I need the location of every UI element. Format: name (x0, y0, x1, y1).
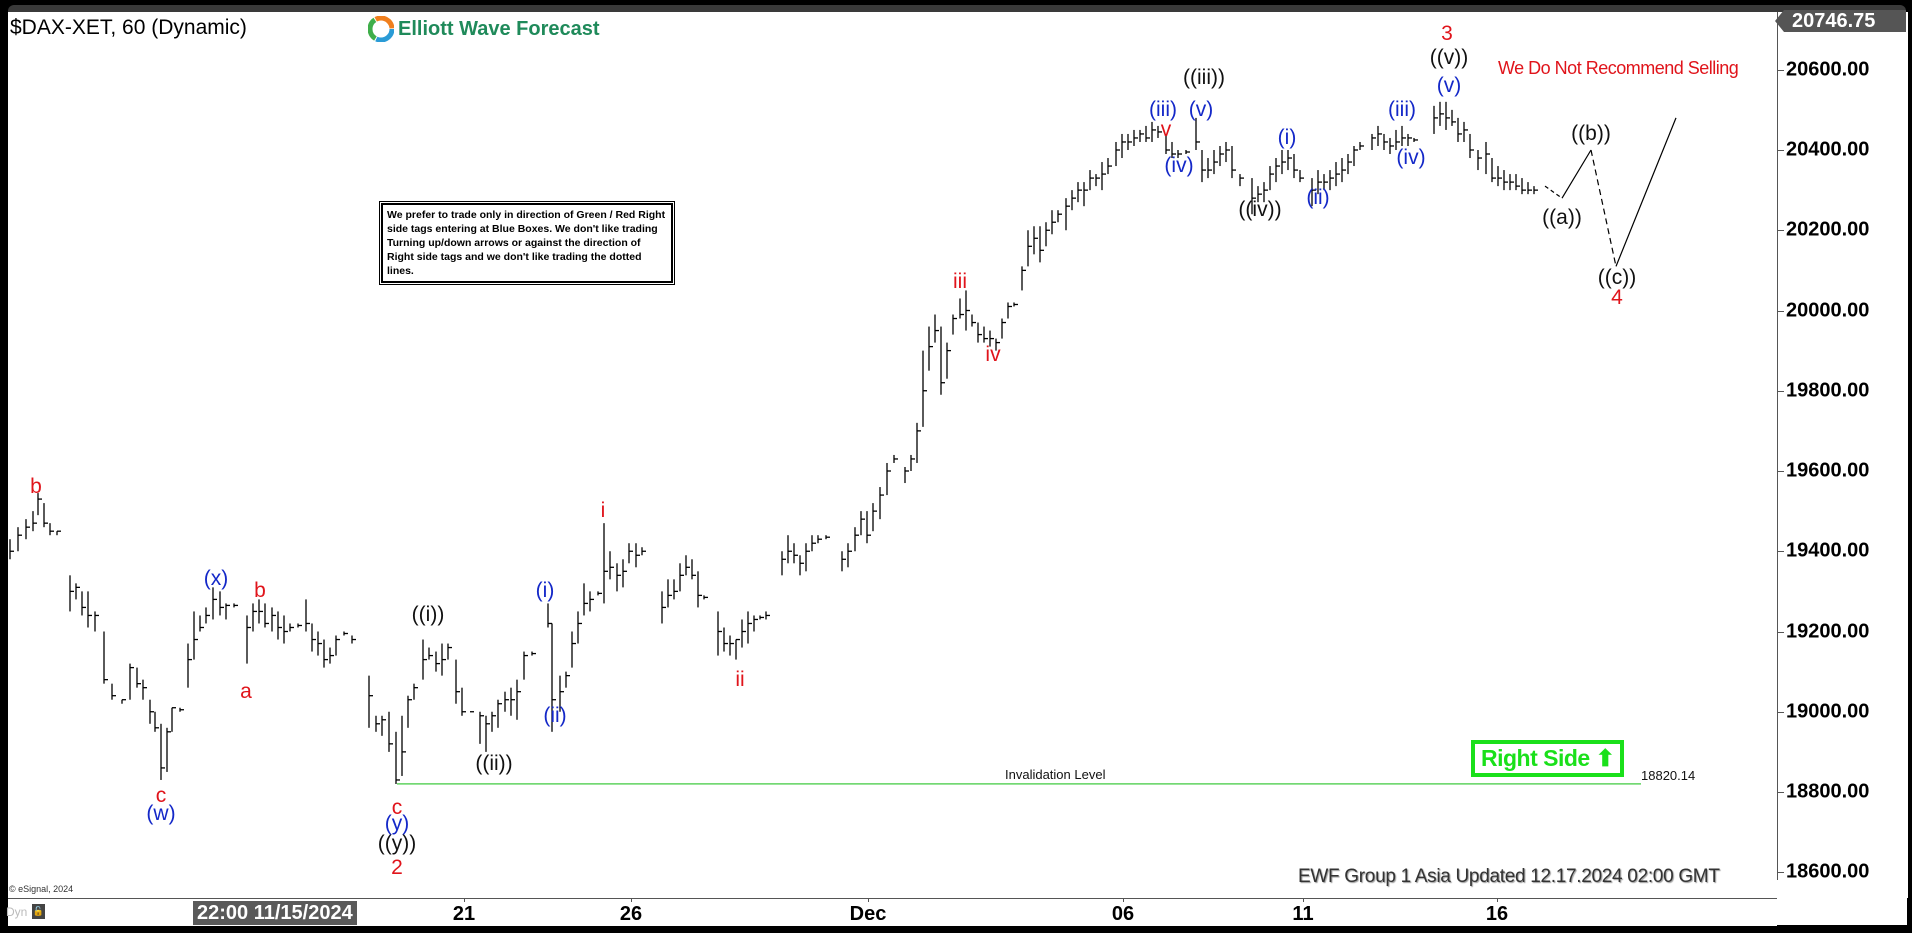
elliott-wave-logo-icon (368, 16, 394, 42)
wave-label: ((iv)) (1238, 198, 1282, 222)
wave-label: ((v)) (1429, 45, 1469, 69)
wave-label: iv (985, 342, 1001, 366)
price-tick-mark (1778, 310, 1784, 312)
wave-label: (ii) (543, 703, 567, 727)
wave-label: b (254, 579, 266, 603)
date-tick-label: 16 (1485, 903, 1509, 925)
wave-label: b (30, 475, 42, 499)
date-tick-mark (464, 898, 465, 902)
wave-label: (iii) (1388, 97, 1416, 121)
price-tick-mark (1778, 471, 1784, 472)
wave-label: c (391, 796, 403, 820)
price-tick-label: 18600.00 (1786, 860, 1870, 883)
wave-label: ii (735, 667, 745, 691)
projection-line (1561, 149, 1592, 199)
wave-label: ((ii)) (475, 751, 513, 775)
price-tick-label: 19600.00 (1786, 459, 1870, 482)
wave-label: ((i)) (411, 603, 445, 627)
projection-line (1544, 185, 1563, 199)
price-tick-mark (1778, 69, 1784, 71)
price-tick-label: 19000.00 (1786, 700, 1870, 723)
wave-label: ((b)) (1571, 121, 1611, 145)
price-tick-label: 20400.00 (1786, 138, 1870, 161)
wave-label: v (1160, 117, 1172, 141)
date-tick-label: 21 (452, 903, 476, 925)
wave-label: ((y)) (377, 832, 417, 856)
price-tick-mark (1778, 631, 1784, 633)
window-top-strip (8, 5, 1906, 12)
price-tick-label: 20600.00 (1786, 58, 1870, 81)
price-tick-mark (1778, 390, 1784, 392)
brand: Elliott Wave Forecast (368, 16, 600, 42)
last-price-tag: 20746.75 (1775, 10, 1906, 32)
date-tick-mark (868, 898, 869, 902)
update-footer: EWF Group 1 Asia Updated 12.17.2024 02:0… (1298, 866, 1720, 887)
price-tick-label: 19400.00 (1786, 539, 1870, 562)
wave-label: ((a)) (1542, 206, 1582, 230)
date-axis-corner (1777, 880, 1907, 925)
wave-label: (i) (535, 579, 555, 603)
date-tick-mark (1303, 898, 1304, 902)
wave-label: (i) (1277, 125, 1297, 149)
date-tick-label: 06 (1111, 903, 1135, 925)
date-tick-label: Dec (849, 903, 887, 925)
plot-area[interactable] (8, 12, 1777, 898)
price-tick-mark (1778, 150, 1784, 151)
price-tick-mark (1778, 551, 1784, 553)
wave-label: (iv) (1164, 154, 1194, 178)
date-tick-mark (1497, 898, 1498, 902)
up-arrow-icon: ⬆ (1589, 745, 1615, 771)
date-tick-label: 11 (1292, 903, 1314, 925)
wave-label: 4 (1611, 286, 1623, 310)
wave-label: (x) (203, 567, 229, 591)
price-tick-mark (1778, 711, 1784, 713)
lock-icon[interactable]: 🔓 (32, 904, 45, 919)
price-tick-label: 18800.00 (1786, 780, 1870, 803)
wave-label: a (240, 679, 252, 703)
date-tick-mark (631, 898, 632, 902)
cursor-date-label: 22:00 11/15/2024 (193, 901, 357, 925)
brand-name: Elliott Wave Forecast (398, 17, 600, 40)
wave-label: (iii) (1149, 97, 1177, 121)
wave-label: (ii) (1306, 186, 1330, 210)
wave-label: c (155, 784, 167, 807)
wave-label: (w) (146, 802, 176, 826)
wave-label: i (600, 499, 606, 523)
wave-label: 2 (391, 856, 403, 880)
wave-label: (v) (1436, 73, 1462, 97)
invalidation-value: 18820.14 (1641, 768, 1696, 783)
copyright: © eSignal, 2024 (9, 884, 74, 894)
wave-label: iii (953, 270, 967, 294)
projection-line (1615, 117, 1677, 267)
price-tick-label: 19200.00 (1786, 620, 1870, 642)
trading-notice: We prefer to trade only in direction of … (379, 201, 675, 285)
right-side-label: Right Side (1481, 745, 1590, 771)
price-tick-label: 19800.00 (1786, 379, 1870, 402)
wave-label: 3 (1441, 21, 1453, 45)
price-tick-mark (1778, 230, 1784, 232)
price-tick-mark (1778, 792, 1784, 793)
wave-label: ((iii)) (1183, 65, 1225, 89)
price-tick-label: 20200.00 (1786, 218, 1870, 241)
wave-label: (iv) (1396, 146, 1426, 170)
invalidation-label: Invalidation Level (1005, 767, 1106, 782)
price-tick-mark (1778, 872, 1784, 874)
recommendation-text: We Do Not Recommend Selling (1498, 58, 1739, 78)
symbol-title: $DAX-XET, 60 (Dynamic) (10, 16, 247, 39)
right-side-tag: Right Side ⬆ (1471, 740, 1625, 777)
date-tick-mark (1123, 898, 1124, 902)
wave-label: ((c)) (1597, 266, 1637, 290)
wave-label: (v) (1188, 97, 1214, 121)
date-tick-label: 26 (619, 903, 643, 925)
dyn-label[interactable]: Dyn (6, 905, 28, 919)
projection-line (1590, 149, 1617, 267)
price-axis[interactable] (1777, 12, 1908, 898)
wave-label: (y) (384, 812, 410, 836)
price-tick-label: 20000.00 (1786, 299, 1870, 321)
